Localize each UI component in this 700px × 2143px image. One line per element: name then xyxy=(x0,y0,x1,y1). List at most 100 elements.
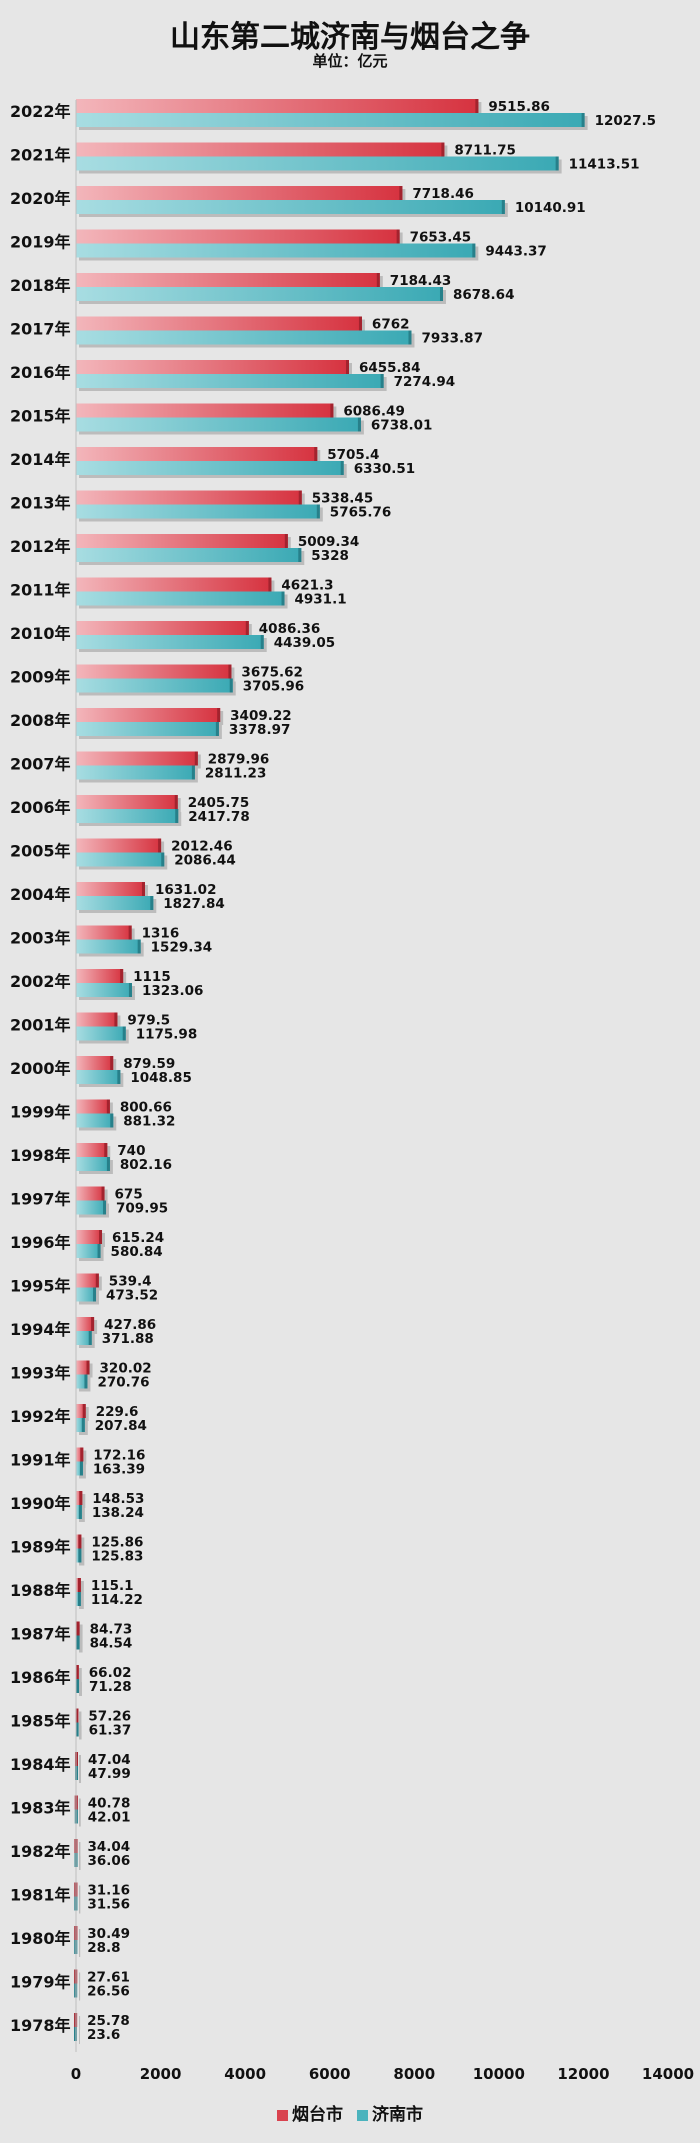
data-label-jinan: 881.32 xyxy=(123,1114,175,1130)
data-label-jinan: 138.24 xyxy=(92,1505,144,1521)
bar-jinan xyxy=(76,852,165,867)
y-tick-label: 2008年 xyxy=(10,711,71,730)
data-label-yantai: 2012.46 xyxy=(171,839,233,855)
bar-end-cap xyxy=(106,1157,110,1171)
data-label-yantai: 7718.46 xyxy=(412,186,474,202)
data-label-yantai: 879.59 xyxy=(123,1056,175,1072)
bar-end-cap xyxy=(78,1548,82,1563)
data-label-yantai: 6086.49 xyxy=(343,404,405,420)
bar-yantai xyxy=(76,316,362,331)
y-tick-label: 2016年 xyxy=(10,363,71,382)
bar-jinan xyxy=(76,1070,121,1084)
bar-end-cap xyxy=(75,1722,79,1737)
x-tick-label: 4000 xyxy=(224,2065,266,2083)
x-tick-label: 0 xyxy=(71,2065,81,2083)
bar-end-cap xyxy=(141,882,145,896)
bar-yantai xyxy=(76,1317,95,1331)
bar-end-cap xyxy=(104,1143,108,1157)
bar-yantai xyxy=(76,142,445,157)
chart-subtitle: 单位：亿元 xyxy=(312,52,388,70)
bar-yantai xyxy=(76,751,198,766)
bar-yantai xyxy=(76,621,249,635)
bar-jinan xyxy=(76,548,302,562)
bar-end-cap xyxy=(161,852,165,867)
bar-end-cap xyxy=(439,287,443,301)
bar-jinan xyxy=(76,243,476,258)
bar-end-cap xyxy=(101,1186,105,1201)
data-label-yantai: 7653.45 xyxy=(410,230,472,246)
data-label-jinan: 5765.76 xyxy=(330,505,392,521)
data-label-yantai: 2879.96 xyxy=(208,752,270,768)
bar-end-cap xyxy=(75,1766,79,1780)
bar-end-cap xyxy=(88,1331,92,1345)
bar-end-cap xyxy=(93,1287,97,1302)
bar-end-cap xyxy=(76,1679,80,1693)
data-label-yantai: 2405.75 xyxy=(188,795,250,811)
bar-end-cap xyxy=(79,1491,83,1505)
legend-item-jinan: 济南市 xyxy=(356,2100,423,2125)
data-label-yantai: 979.5 xyxy=(127,1013,170,1029)
bar-end-cap xyxy=(408,330,412,345)
bar-shadow xyxy=(79,1638,83,1653)
data-label-yantai: 539.4 xyxy=(109,1274,152,1290)
bar-end-cap xyxy=(76,1621,80,1636)
bar-jinan xyxy=(76,1244,101,1258)
data-label-yantai: 5705.4 xyxy=(327,447,379,463)
bar-jinan xyxy=(76,896,154,910)
data-label-jinan: 580.84 xyxy=(111,1244,163,1260)
y-tick-label: 1981年 xyxy=(10,1886,71,1905)
y-tick-label: 2019年 xyxy=(10,233,71,252)
bar-end-cap xyxy=(229,678,233,693)
y-tick-label: 1996年 xyxy=(10,1233,71,1252)
data-label-yantai: 1316 xyxy=(142,926,180,942)
data-label-jinan: 8678.64 xyxy=(453,287,515,303)
bar-shadow xyxy=(79,1668,82,1682)
y-tick-label: 1999年 xyxy=(10,1103,71,1122)
y-tick-label: 2022年 xyxy=(10,102,71,121)
bar-yantai xyxy=(76,99,479,113)
data-label-jinan: 125.83 xyxy=(91,1549,143,1565)
data-label-yantai: 427.86 xyxy=(104,1317,156,1333)
bar-end-cap xyxy=(380,374,384,388)
y-tick-label: 1989年 xyxy=(10,1538,71,1557)
bar-jinan xyxy=(76,504,320,519)
bar-end-cap xyxy=(472,243,476,258)
bar-yantai xyxy=(76,1012,118,1027)
data-label-yantai: 5338.45 xyxy=(312,491,374,507)
data-label-jinan: 4931.1 xyxy=(295,592,347,608)
bar-end-cap xyxy=(128,983,132,997)
y-tick-label: 1986年 xyxy=(10,1668,71,1687)
bar-yantai xyxy=(76,1099,110,1114)
bar-yantai xyxy=(76,186,403,200)
bar-end-cap xyxy=(260,635,264,649)
bar-yantai xyxy=(76,1360,90,1375)
data-label-yantai: 47.04 xyxy=(88,1752,131,1768)
bar-end-cap xyxy=(80,1447,84,1462)
data-label-jinan: 11413.51 xyxy=(569,157,640,173)
bar-shadow xyxy=(79,1972,81,1987)
data-label-yantai: 25.78 xyxy=(87,2013,130,2029)
bar-yantai xyxy=(76,273,380,287)
bar-shadow xyxy=(79,1595,84,1609)
bar-end-cap xyxy=(314,447,318,461)
bar-end-cap xyxy=(174,795,178,809)
y-tick-label: 2001年 xyxy=(10,1016,71,1035)
bar-end-cap xyxy=(150,896,154,910)
chart-title: 山东第二城济南与烟台之争 xyxy=(170,20,530,55)
data-label-jinan: 7274.94 xyxy=(394,374,456,390)
bar-jinan xyxy=(76,330,412,345)
bar-end-cap xyxy=(81,1418,85,1432)
bar-yantai xyxy=(76,1273,99,1288)
legend-label-yantai: 烟台市 xyxy=(292,2105,344,2125)
bar-shadow xyxy=(79,1769,82,1783)
bar-end-cap xyxy=(82,1404,86,1418)
bar-end-cap xyxy=(158,838,162,853)
data-label-yantai: 8711.75 xyxy=(454,143,516,159)
y-tick-label: 1995年 xyxy=(10,1277,71,1296)
data-label-yantai: 5009.34 xyxy=(298,534,360,550)
bar-jinan xyxy=(76,113,585,127)
bar-jinan xyxy=(76,1374,88,1389)
bar-jinan xyxy=(76,765,195,780)
data-label-jinan: 3705.96 xyxy=(243,679,305,695)
data-label-jinan: 6738.01 xyxy=(371,418,433,434)
